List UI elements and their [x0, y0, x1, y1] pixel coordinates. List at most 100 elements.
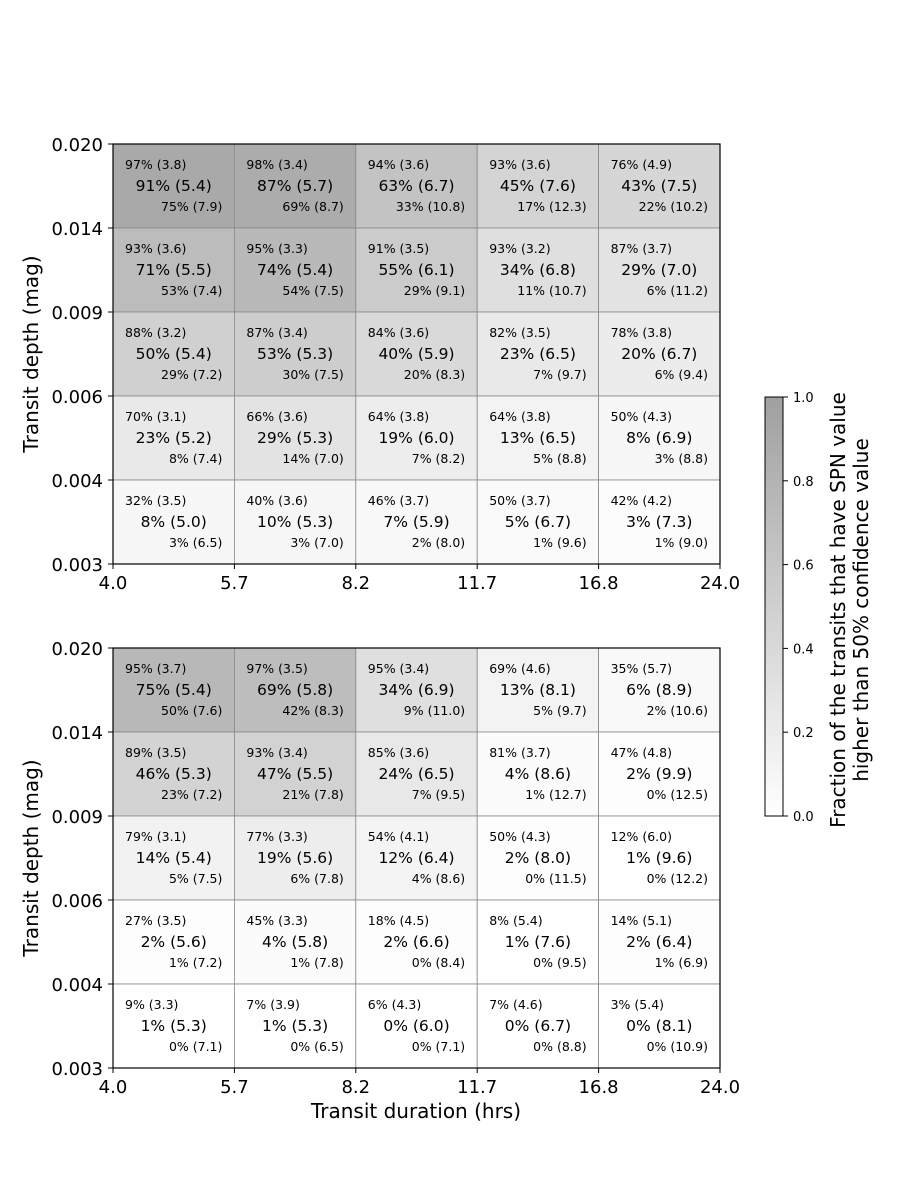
y-tick-label: 0.020	[51, 639, 103, 660]
colorbar-tick-label: 0.8	[793, 475, 814, 490]
cell-label-top: 95% (3.3)	[246, 241, 307, 256]
y-tick-label: 0.014	[51, 723, 103, 744]
heatmap-cell	[355, 731, 478, 817]
cell-label-bottom: 3% (8.8)	[655, 451, 708, 466]
cell-label-bottom: 1% (7.2)	[169, 955, 222, 970]
cell-label-top: 18% (4.5)	[368, 913, 429, 928]
cell-label-bottom: 1% (6.9)	[655, 955, 708, 970]
cell-label-mid: 55% (6.1)	[378, 261, 454, 279]
x-tick-label: 5.7	[220, 573, 249, 594]
cell-label-mid: 19% (5.6)	[257, 849, 333, 867]
plot-frame	[112, 143, 721, 565]
cell-label-mid: 50% (5.4)	[136, 345, 212, 363]
heatmap-cell	[112, 731, 235, 817]
colorbar-gradient	[764, 396, 784, 817]
colorbar-tick-label: 1.0	[793, 391, 814, 406]
cell-label-mid: 91% (5.4)	[136, 177, 212, 195]
cell-label-mid: 7% (5.9)	[383, 513, 449, 531]
cell-label-mid: 71% (5.5)	[136, 261, 212, 279]
cell-label-top: 82% (3.5)	[489, 325, 550, 340]
cell-label-mid: 29% (5.3)	[257, 429, 333, 447]
heatmap-cell	[598, 395, 721, 481]
cell-label-mid: 8% (5.0)	[141, 513, 207, 531]
cell-label-mid: 34% (6.9)	[378, 681, 454, 699]
heatmap-cell	[598, 647, 721, 733]
heatmap-cell	[598, 731, 721, 817]
heatmap-cell	[476, 143, 600, 229]
cell-label-top: 50% (4.3)	[611, 409, 672, 424]
cell-label-bottom: 54% (7.5)	[282, 283, 343, 298]
cell-label-bottom: 0% (8.4)	[412, 955, 465, 970]
cell-label-top: 70% (3.1)	[125, 409, 186, 424]
cell-label-mid: 3% (7.3)	[626, 513, 692, 531]
cell-label-top: 94% (3.6)	[368, 157, 429, 172]
cell-label-top: 77% (3.3)	[246, 829, 307, 844]
cell-label-mid: 2% (6.4)	[626, 933, 692, 951]
heatmap-cell	[355, 479, 478, 565]
cell-label-top: 46% (3.7)	[368, 493, 429, 508]
cell-label-mid: 40% (5.9)	[378, 345, 454, 363]
x-tick-label: 16.8	[579, 573, 619, 594]
plot-frame	[112, 647, 721, 1069]
cell-label-mid: 75% (5.4)	[136, 681, 212, 699]
cell-label-bottom: 0% (6.5)	[290, 1039, 343, 1054]
y-tick-label: 0.003	[51, 1059, 103, 1080]
colorbar-label-line2: higher than 50% confidence value	[849, 438, 873, 782]
y-tick-label: 0.020	[51, 135, 103, 156]
cell-label-mid: 1% (7.6)	[505, 933, 571, 951]
cell-label-bottom: 50% (7.6)	[161, 703, 222, 718]
cell-label-bottom: 7% (8.2)	[412, 451, 465, 466]
heatmap-panel: 95% (3.7) 75% (5.4) 50% (7.6) 97% (3.5) 69% …	[19, 639, 740, 1098]
cell-label-bottom: 29% (7.2)	[161, 367, 222, 382]
colorbar: 0.0 0.2 0.4 0.6 0.8 1.0 Fraction of the trans…	[764, 391, 873, 828]
cell-label-bottom: 0% (11.5)	[525, 871, 586, 886]
cell-label-bottom: 6% (9.4)	[655, 367, 708, 382]
cell-label-bottom: 5% (9.7)	[533, 703, 586, 718]
cell-label-mid: 23% (5.2)	[136, 429, 212, 447]
cell-label-top: 35% (5.7)	[611, 661, 672, 676]
cell-label-bottom: 6% (7.8)	[290, 871, 343, 886]
cell-label-top: 78% (3.8)	[611, 325, 672, 340]
y-tick-label: 0.004	[51, 975, 103, 996]
cell-label-mid: 74% (5.4)	[257, 261, 333, 279]
cell-label-mid: 10% (5.3)	[257, 513, 333, 531]
heatmap-cell	[112, 143, 235, 229]
cell-label-bottom: 33% (10.8)	[396, 199, 465, 214]
cell-label-top: 91% (3.5)	[368, 241, 429, 256]
cell-label-mid: 2% (6.6)	[383, 933, 449, 951]
cell-label-mid: 4% (8.6)	[505, 765, 571, 783]
cell-label-top: 64% (3.8)	[489, 409, 550, 424]
cell-label-top: 98% (3.4)	[246, 157, 307, 172]
heatmap-cell	[233, 395, 357, 481]
cell-label-top: 93% (3.6)	[125, 241, 186, 256]
cell-label-mid: 12% (6.4)	[378, 849, 454, 867]
cell-label-mid: 13% (8.1)	[500, 681, 576, 699]
cell-label-top: 47% (4.8)	[611, 745, 672, 760]
y-axis-label: Transit depth (mag)	[19, 255, 43, 453]
cell-label-bottom: 5% (7.5)	[169, 871, 222, 886]
cell-label-top: 88% (3.2)	[125, 325, 186, 340]
cell-label-top: 95% (3.7)	[125, 661, 186, 676]
x-tick-label: 4.0	[99, 1077, 128, 1098]
heatmap-cell	[355, 227, 478, 313]
cell-label-mid: 13% (6.5)	[500, 429, 576, 447]
cell-label-top: 69% (4.6)	[489, 661, 550, 676]
cell-label-top: 93% (3.6)	[489, 157, 550, 172]
cell-label-top: 6% (4.3)	[368, 997, 421, 1012]
heatmap-cell	[476, 983, 600, 1069]
cell-label-bottom: 0% (7.1)	[412, 1039, 465, 1054]
x-tick-label: 16.8	[579, 1077, 619, 1098]
cell-label-top: 84% (3.6)	[368, 325, 429, 340]
cell-label-top: 14% (5.1)	[611, 913, 672, 928]
y-tick-label: 0.009	[51, 303, 103, 324]
cell-label-top: 95% (3.4)	[368, 661, 429, 676]
cell-label-top: 7% (4.6)	[489, 997, 542, 1012]
cell-label-top: 87% (3.4)	[246, 325, 307, 340]
heatmap-cell	[233, 899, 357, 985]
cell-label-mid: 1% (9.6)	[626, 849, 692, 867]
cell-label-mid: 24% (6.5)	[378, 765, 454, 783]
cell-label-top: 97% (3.5)	[246, 661, 307, 676]
cell-label-bottom: 11% (10.7)	[517, 283, 586, 298]
heatmap-cell	[598, 479, 721, 565]
